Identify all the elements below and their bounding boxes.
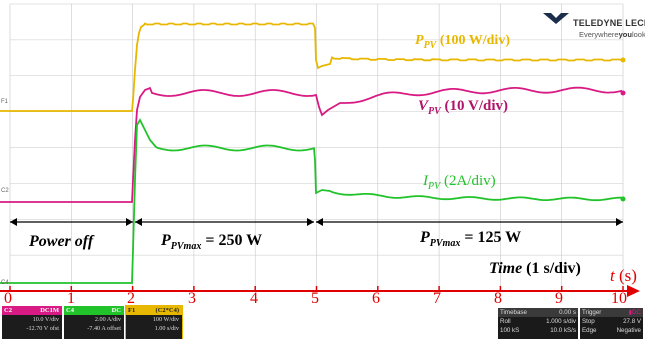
ppv-trace-end-marker	[620, 57, 626, 63]
vpv-trace	[0, 86, 623, 203]
channel-descriptor-c2[interactable]: C2 DC1M 10.0 V/div -12.70 V ofst	[2, 306, 62, 339]
time-tick: 8	[494, 290, 502, 307]
ipv-trace-label: IPV (2A/div)	[423, 173, 496, 192]
time-tick: 4	[250, 290, 258, 307]
channel-descriptor-header: C2 DC1M	[2, 306, 62, 315]
channel-marker-f1: F1	[1, 99, 9, 105]
time-tick: 0	[4, 290, 12, 307]
vpv-trace-label: VPV (10 V/div)	[418, 98, 509, 117]
pmax-250-label: PPVmax = 250 W	[161, 232, 263, 253]
graticule-grid	[9, 3, 624, 292]
power-off-label: Power off	[29, 233, 94, 250]
ppv-trace	[0, 22, 623, 112]
ppv-trace-label: PPV (100 W/div)	[415, 33, 510, 51]
channel-scale: 10.0 V/div	[32, 316, 59, 323]
channel-descriptor-c4[interactable]: C4 DC 2.00 A/div -7.40 A offset	[64, 306, 124, 339]
trigger-header: Trigger ▮DC	[580, 308, 643, 317]
vpv-trace-end-marker	[620, 90, 626, 96]
timebase-panel[interactable]: Timebase 0.00 s Roll 1.000 s/div 100 kS 10.…	[498, 308, 578, 339]
pmax-250-arrow-head-left	[135, 218, 142, 226]
brand-name: TELEDYNE LECROY	[573, 18, 645, 28]
channel-offset: -7.40 A offset	[87, 325, 121, 332]
ipv-trace	[0, 118, 622, 284]
time-tick: 1	[67, 290, 75, 307]
brand-logo: TELEDYNE LECROY Everywhereyoulook	[543, 13, 645, 39]
time-tick: 2	[127, 290, 135, 307]
time-axis-arrowhead	[627, 285, 640, 297]
time-scale-label: Time (1 s/div)	[489, 260, 581, 277]
time-tick: 10	[611, 290, 627, 307]
trigger-panel[interactable]: Trigger ▮DC Stop 27.8 V Edge Negative	[580, 308, 643, 339]
timebase-header: Timebase 0.00 s	[498, 308, 578, 317]
channel-scale: 100 W/div	[152, 316, 179, 323]
pmax-125-label: PPVmax = 125 W	[420, 229, 522, 250]
time-tick: 6	[372, 290, 380, 307]
time-tick: 9	[555, 290, 563, 307]
ipv-trace-end-marker	[620, 196, 626, 202]
channel-marker-c2: C2	[1, 188, 9, 194]
pmax-125-arrow-head-right	[616, 218, 623, 226]
power-off-arrow-head-left	[10, 218, 17, 226]
channel-offset: -12.70 V ofst	[26, 325, 59, 332]
channel-descriptor-header: C4 DC	[64, 306, 124, 315]
trigger-coupling-icon: ▮DC	[628, 309, 641, 316]
brand-tagline: Everywhereyoulook	[579, 30, 645, 39]
phase-arrows	[10, 218, 623, 226]
channel-scale: 2.00 A/div	[94, 316, 121, 323]
lecroy-logo-icon	[543, 13, 569, 24]
waveform-traces	[0, 22, 626, 284]
time-tick: 3	[188, 290, 196, 307]
pmax-250-arrow-head-right	[307, 218, 314, 226]
channel-marker-c4: C4	[1, 280, 9, 286]
channel-descriptor-header: F1 (C2*C4)	[126, 306, 182, 315]
time-axis	[0, 285, 640, 297]
channel-offset: 1.00 s/div	[154, 325, 179, 332]
time-tick: 7	[433, 290, 441, 307]
time-axis-label: t (s)	[610, 266, 637, 285]
pmax-125-arrow-head-left	[316, 218, 323, 226]
power-off-arrow-head-right	[126, 218, 133, 226]
time-tick: 5	[311, 290, 319, 307]
channel-descriptor-f1[interactable]: F1 (C2*C4) 100 W/div 1.00 s/div	[125, 305, 183, 339]
